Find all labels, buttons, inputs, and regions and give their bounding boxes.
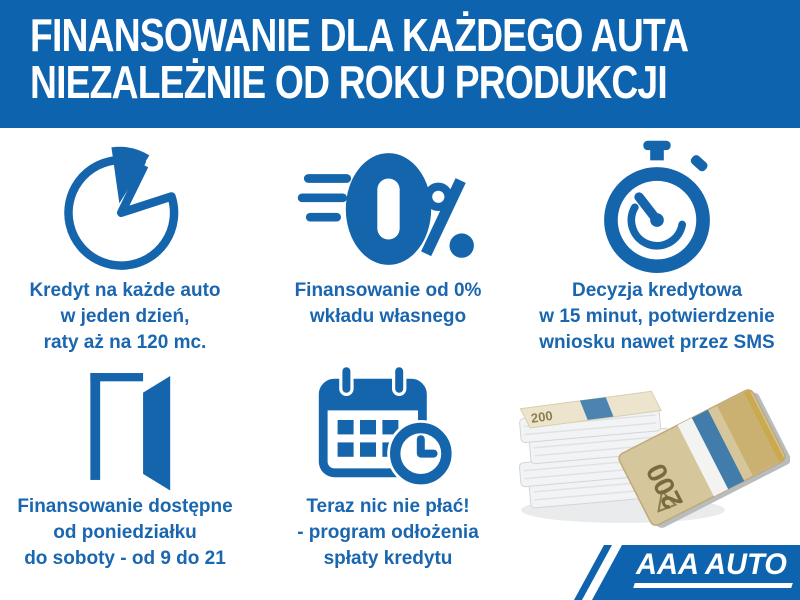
headline: FINANSOWANIE DLA KAŻDEGO AUTA NIEZALEŻNI…	[30, 9, 689, 108]
feature-caption: Teraz nic nie płać! - program odłożenia …	[297, 496, 479, 569]
calendar-clock-icon	[307, 362, 469, 494]
banknote-bundle-front: 200	[618, 389, 791, 528]
header-banner: FINANSOWANIE DLA KAŻDEGO AUTA NIEZALEŻNI…	[0, 0, 800, 128]
feature-caption: Finansowanie od 0% wkładu własnego	[294, 280, 482, 327]
feature-card-deferred-payment: Teraz nic nie płać! - program odłożenia …	[266, 362, 510, 572]
pie-chart-icon	[59, 140, 191, 278]
stopwatch-icon	[593, 140, 721, 278]
headline-line-2: NIEZALEŻNIE OD ROKU PRODUKCJI	[30, 56, 668, 108]
brand-logo-text: AAA AUTO	[636, 548, 787, 581]
feature-caption: Kredyt na każde auto w jeden dzień, raty…	[29, 280, 221, 353]
brand-logo-banner: AAA AUTO	[565, 535, 800, 600]
open-door-icon	[71, 362, 179, 494]
feature-caption: Decyzja kredytowa w 15 minut, potwierdze…	[539, 280, 775, 353]
feature-caption: Finansowanie dostępne od poniedziałku do…	[17, 496, 233, 569]
feature-card-fast-decision: Decyzja kredytowa w 15 minut, potwierdze…	[522, 140, 792, 356]
money-stacks-illustration: 200 200	[505, 358, 791, 536]
headline-line-1: FINANSOWANIE DLA KAŻDEGO AUTA	[30, 9, 689, 61]
banknote-value-label: 200	[530, 408, 554, 426]
feature-card-loan-any-car: Kredyt na każde auto w jeden dzień, raty…	[8, 140, 242, 356]
zero-percent-icon	[296, 140, 481, 278]
feature-card-opening-hours: Finansowanie dostępne od poniedziałku do…	[8, 362, 242, 572]
feature-card-zero-percent: Finansowanie od 0% wkładu własnego	[266, 140, 510, 330]
brand-logo-underline	[633, 583, 793, 588]
